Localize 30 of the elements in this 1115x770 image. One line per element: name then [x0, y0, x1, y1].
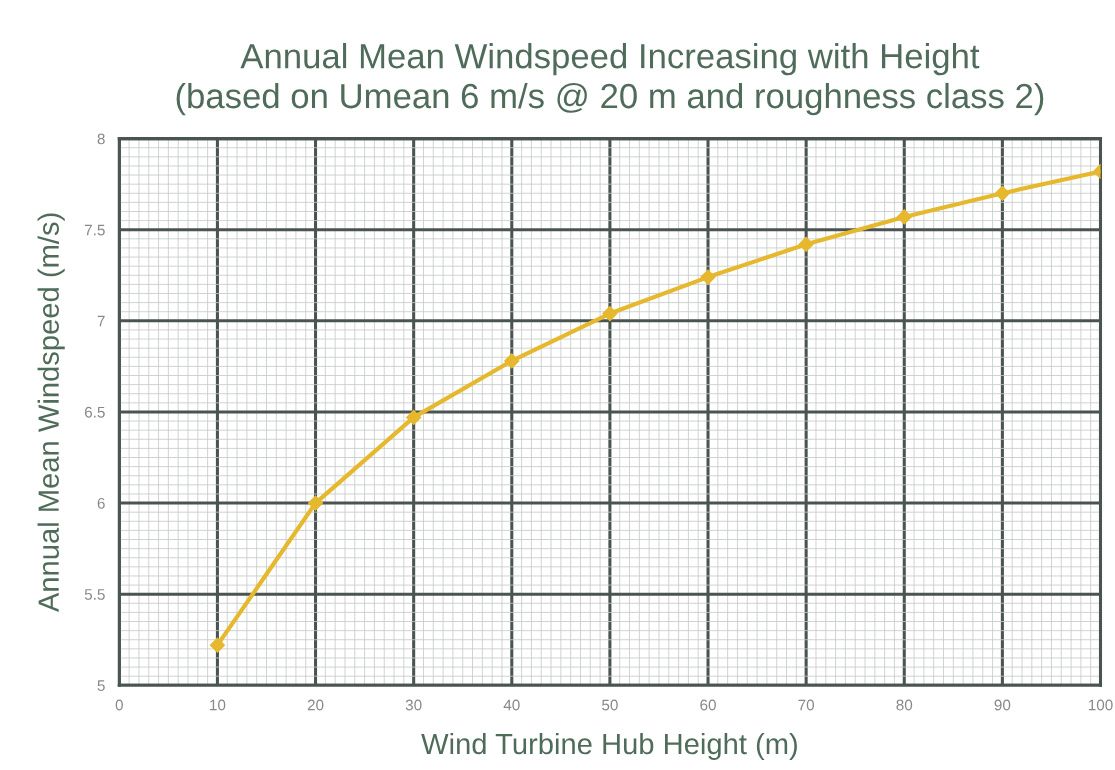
y-tick-label: 7 [97, 315, 105, 327]
x-tick-label: 30 [405, 699, 422, 711]
x-tick-label: 80 [896, 699, 913, 711]
point [798, 236, 814, 252]
x-tick-label: 40 [503, 699, 520, 711]
y-tick-label: 7.5 [84, 224, 105, 236]
point [307, 495, 324, 511]
x-tick-label: 10 [210, 699, 226, 711]
point [994, 185, 1010, 201]
point [896, 209, 912, 225]
y-tick-label: 5 [97, 680, 105, 691]
x-tick-label: 50 [602, 699, 618, 711]
x-axis-title: Wind Turbine Hub Height (m) [421, 732, 797, 761]
point [700, 269, 716, 285]
y-tick-label: 6.5 [84, 406, 105, 418]
x-tick-label: 0 [115, 699, 123, 711]
x-tick-label: 20 [307, 699, 324, 711]
point [209, 637, 225, 653]
x-tick-label: 70 [798, 699, 815, 711]
x-tick-label: 60 [700, 699, 716, 711]
chart-title: Annual Mean Windspeed Increasing with Height (based on Umean 6 m/s @ 20 m and roughness class 2) [176, 42, 1044, 116]
y-axis-title: Annual Mean Windspeed (m/s) [37, 213, 65, 613]
x-tick-label: 90 [994, 699, 1011, 711]
point [504, 353, 520, 369]
x-tick-label: 100 [1088, 699, 1113, 711]
point [406, 409, 422, 425]
y-tick-label: 5.5 [84, 589, 105, 600]
point [602, 305, 618, 322]
y-tick-label: 8 [97, 133, 105, 145]
y-tick-label: 6 [97, 497, 105, 509]
